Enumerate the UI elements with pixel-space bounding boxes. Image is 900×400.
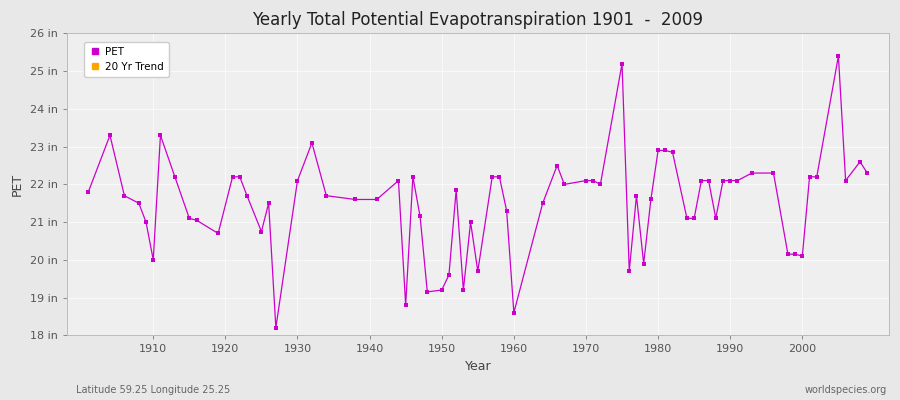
Text: worldspecies.org: worldspecies.org [805, 385, 886, 395]
Title: Yearly Total Potential Evapotranspiration 1901  -  2009: Yearly Total Potential Evapotranspiratio… [252, 11, 703, 29]
Y-axis label: PET: PET [11, 173, 24, 196]
Legend: PET, 20 Yr Trend: PET, 20 Yr Trend [85, 42, 169, 77]
Text: Latitude 59.25 Longitude 25.25: Latitude 59.25 Longitude 25.25 [76, 385, 230, 395]
X-axis label: Year: Year [464, 360, 491, 373]
